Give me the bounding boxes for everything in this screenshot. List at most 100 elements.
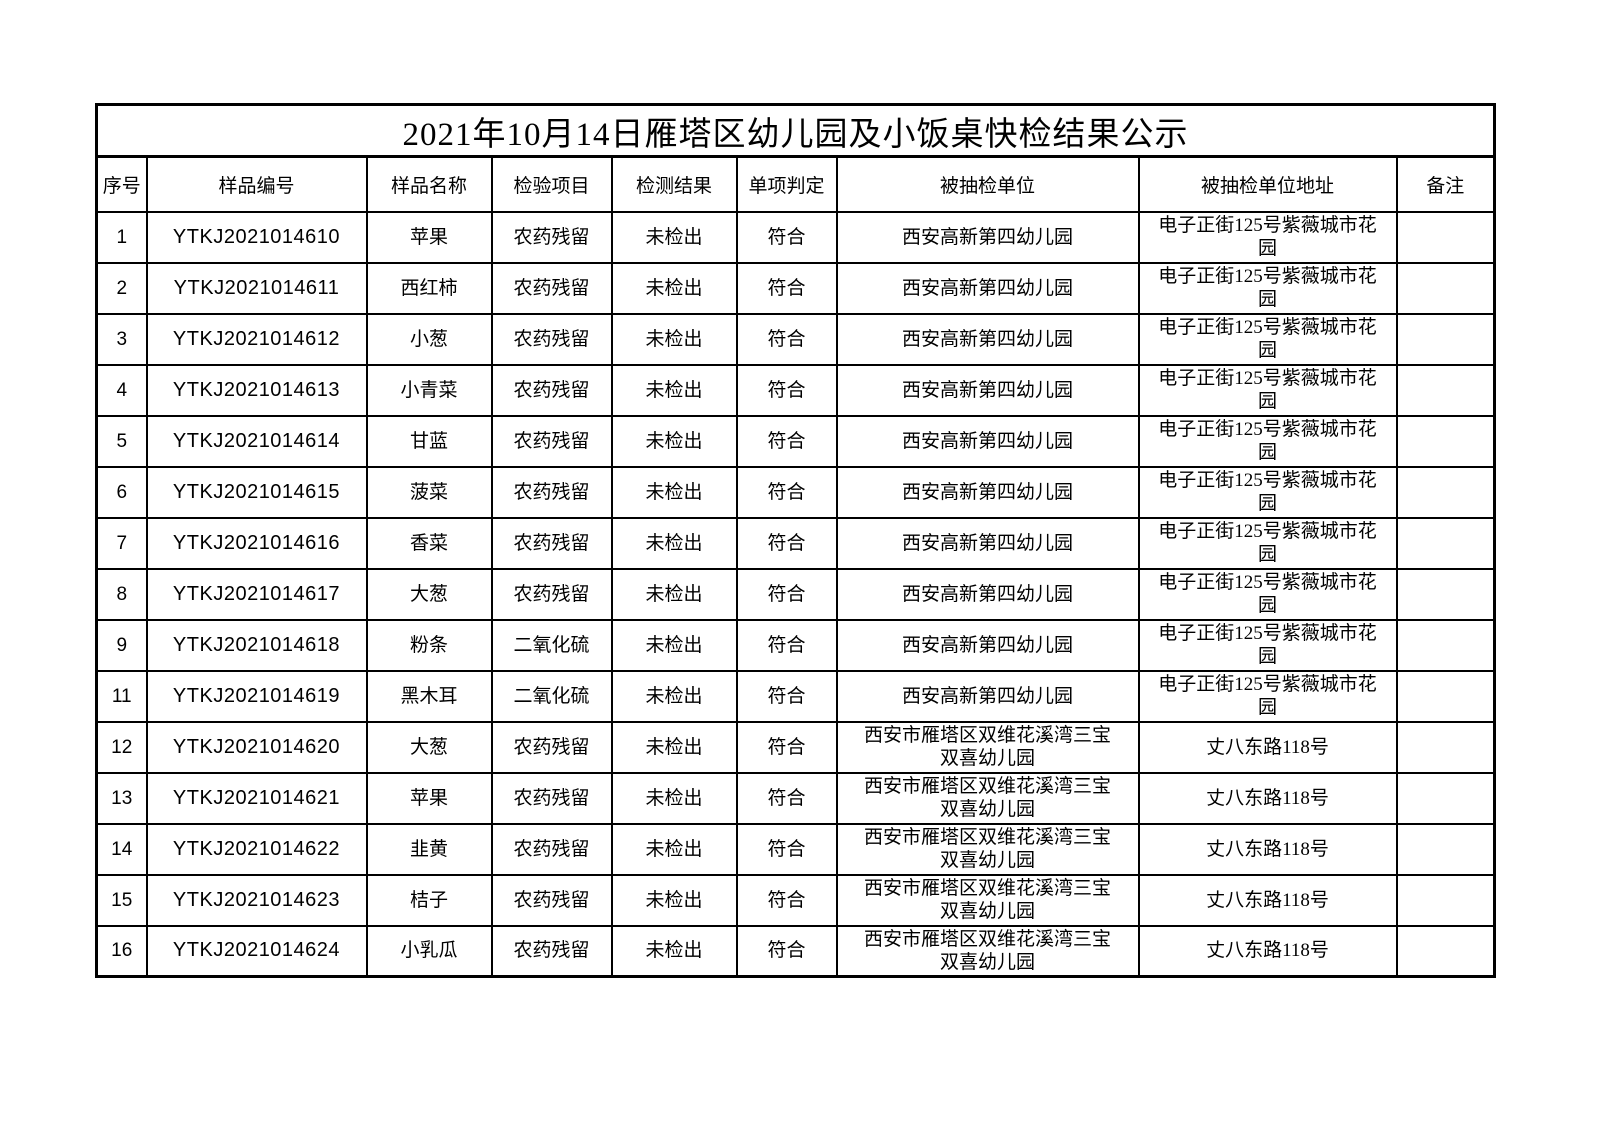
table-row: 3 YTKJ2021014612 小葱 农药残留 未检出 符合 西安高新第四幼儿园 电子正街1… [95,312,1496,366]
cell-test-item: 农药残留 [490,465,613,519]
cell-remark [1395,720,1496,774]
cell-unit: 西安高新第四幼儿园 [835,669,1140,723]
cell-judgment: 符合 [735,210,838,264]
inspection-results-table: 2021年10月14日雁塔区幼儿园及小饭桌快检结果公示 序号 样品编号 样品名称… [95,103,1497,978]
page-title: 2021年10月14日雁塔区幼儿园及小饭桌快检结果公示 [95,103,1496,158]
cell-test-item: 农药残留 [490,363,613,417]
cell-sample-name: 桔子 [365,873,493,927]
cell-result: 未检出 [610,414,738,468]
cell-sample-id: YTKJ2021014620 [145,720,368,774]
table-row: 5 YTKJ2021014614 甘蓝 农药残留 未检出 符合 西安高新第四幼儿园 电子正街1… [95,414,1496,468]
cell-test-item: 农药残留 [490,414,613,468]
cell-test-item: 农药残留 [490,567,613,621]
table-row: 11 YTKJ2021014619 黑木耳 二氧化硫 未检出 符合 西安高新第四幼儿园 电子正… [95,669,1496,723]
cell-judgment: 符合 [735,516,838,570]
column-header-result: 检测结果 [610,155,738,213]
cell-address: 电子正街125号紫薇城市花园 [1137,414,1398,468]
cell-address: 电子正街125号紫薇城市花园 [1137,312,1398,366]
cell-no: 11 [95,669,148,723]
cell-unit: 西安高新第四幼儿园 [835,618,1140,672]
cell-result: 未检出 [610,312,738,366]
cell-no: 3 [95,312,148,366]
cell-result: 未检出 [610,924,738,978]
cell-unit: 西安高新第四幼儿园 [835,516,1140,570]
cell-remark [1395,924,1496,978]
cell-address: 电子正街125号紫薇城市花园 [1137,618,1398,672]
cell-judgment: 符合 [735,261,838,315]
cell-judgment: 符合 [735,822,838,876]
cell-test-item: 农药残留 [490,312,613,366]
cell-result: 未检出 [610,567,738,621]
cell-unit: 西安市雁塔区双维花溪湾三宝双喜幼儿园 [835,873,1140,927]
table-header-row: 序号 样品编号 样品名称 检验项目 检测结果 单项判定 被抽检单位 被抽检单位地… [95,155,1496,213]
cell-remark [1395,771,1496,825]
cell-test-item: 二氧化硫 [490,669,613,723]
column-header-sample-name: 样品名称 [365,155,493,213]
cell-sample-id: YTKJ2021014621 [145,771,368,825]
table-row: 16 YTKJ2021014624 小乳瓜 农药残留 未检出 符合 西安市雁塔区双维花溪湾三… [95,924,1496,978]
cell-remark [1395,414,1496,468]
cell-remark [1395,465,1496,519]
cell-sample-name: 韭黄 [365,822,493,876]
cell-result: 未检出 [610,210,738,264]
cell-address: 丈八东路118号 [1137,771,1398,825]
cell-sample-name: 小葱 [365,312,493,366]
cell-sample-id: YTKJ2021014617 [145,567,368,621]
column-header-sample-id: 样品编号 [145,155,368,213]
cell-sample-name: 大葱 [365,567,493,621]
cell-no: 1 [95,210,148,264]
cell-sample-id: YTKJ2021014611 [145,261,368,315]
cell-no: 13 [95,771,148,825]
cell-test-item: 二氧化硫 [490,618,613,672]
cell-sample-id: YTKJ2021014612 [145,312,368,366]
table-row: 14 YTKJ2021014622 韭黄 农药残留 未检出 符合 西安市雁塔区双维花溪湾三宝… [95,822,1496,876]
table-row: 13 YTKJ2021014621 苹果 农药残留 未检出 符合 西安市雁塔区双维花溪湾三宝… [95,771,1496,825]
cell-remark [1395,312,1496,366]
cell-no: 7 [95,516,148,570]
cell-remark [1395,618,1496,672]
cell-judgment: 符合 [735,414,838,468]
cell-judgment: 符合 [735,618,838,672]
cell-no: 4 [95,363,148,417]
cell-judgment: 符合 [735,363,838,417]
cell-unit: 西安高新第四幼儿园 [835,261,1140,315]
cell-test-item: 农药残留 [490,516,613,570]
cell-address: 电子正街125号紫薇城市花园 [1137,363,1398,417]
cell-result: 未检出 [610,720,738,774]
cell-sample-name: 苹果 [365,771,493,825]
table-row: 15 YTKJ2021014623 桔子 农药残留 未检出 符合 西安市雁塔区双维花溪湾三宝… [95,873,1496,927]
cell-sample-name: 西红柿 [365,261,493,315]
cell-sample-id: YTKJ2021014614 [145,414,368,468]
table-row: 12 YTKJ2021014620 大葱 农药残留 未检出 符合 西安市雁塔区双维花溪湾三宝… [95,720,1496,774]
cell-unit: 西安市雁塔区双维花溪湾三宝双喜幼儿园 [835,771,1140,825]
cell-judgment: 符合 [735,567,838,621]
column-header-remark: 备注 [1395,155,1496,213]
cell-unit: 西安高新第四幼儿园 [835,414,1140,468]
cell-remark [1395,516,1496,570]
cell-test-item: 农药残留 [490,822,613,876]
cell-result: 未检出 [610,771,738,825]
cell-no: 9 [95,618,148,672]
cell-unit: 西安高新第四幼儿园 [835,363,1140,417]
table-title-row: 2021年10月14日雁塔区幼儿园及小饭桌快检结果公示 [95,103,1496,158]
cell-address: 电子正街125号紫薇城市花园 [1137,669,1398,723]
cell-judgment: 符合 [735,669,838,723]
cell-address: 丈八东路118号 [1137,873,1398,927]
cell-remark [1395,567,1496,621]
cell-result: 未检出 [610,465,738,519]
cell-sample-name: 小青菜 [365,363,493,417]
cell-unit: 西安高新第四幼儿园 [835,567,1140,621]
cell-no: 5 [95,414,148,468]
column-header-unit: 被抽检单位 [835,155,1140,213]
cell-address: 电子正街125号紫薇城市花园 [1137,465,1398,519]
cell-sample-id: YTKJ2021014615 [145,465,368,519]
cell-unit: 西安市雁塔区双维花溪湾三宝双喜幼儿园 [835,822,1140,876]
cell-unit: 西安高新第四幼儿园 [835,210,1140,264]
cell-sample-name: 甘蓝 [365,414,493,468]
column-header-no: 序号 [95,155,148,213]
cell-address: 丈八东路118号 [1137,924,1398,978]
table-row: 2 YTKJ2021014611 西红柿 农药残留 未检出 符合 西安高新第四幼儿园 电子正街… [95,261,1496,315]
cell-unit: 西安市雁塔区双维花溪湾三宝双喜幼儿园 [835,720,1140,774]
cell-test-item: 农药残留 [490,771,613,825]
table-row: 9 YTKJ2021014618 粉条 二氧化硫 未检出 符合 西安高新第四幼儿园 电子正街1… [95,618,1496,672]
